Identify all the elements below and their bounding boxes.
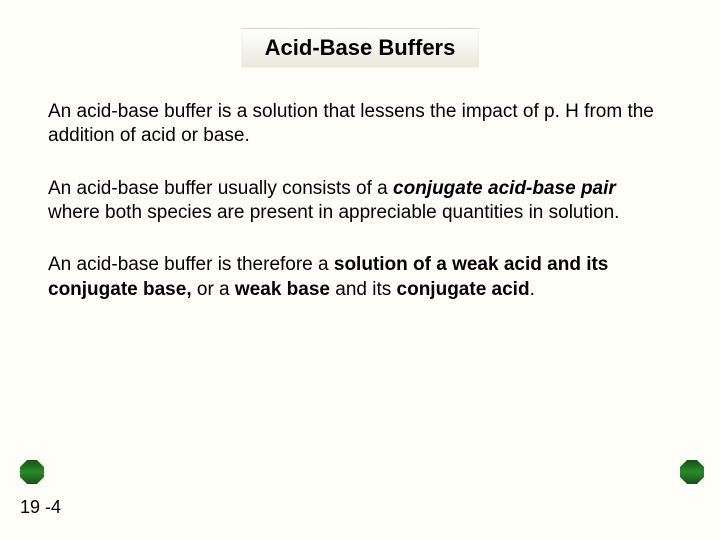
para2-conjugate-pair: conjugate acid-base pair: [393, 178, 616, 199]
slide-title: Acid-Base Buffers: [265, 35, 456, 60]
paragraph-3: An acid-base buffer is therefore a solut…: [48, 253, 672, 302]
title-box: Acid-Base Buffers: [242, 28, 479, 68]
para1-text: An acid-base buffer is a solution that l…: [48, 101, 654, 146]
prev-slide-icon[interactable]: [20, 460, 44, 484]
content-area: An acid-base buffer is a solution that l…: [48, 100, 672, 330]
para3-conjugate-acid: conjugate acid: [397, 279, 530, 300]
para2-text-b: where both species are present in apprec…: [48, 202, 619, 223]
next-slide-icon[interactable]: [680, 460, 704, 484]
para3-text-a: An acid-base buffer is therefore a: [48, 254, 334, 275]
para3-weak-base: weak base: [235, 279, 330, 300]
page-number: 19 -4: [20, 497, 61, 518]
para3-mid: or a: [197, 279, 235, 300]
para3-text-b: and its: [330, 279, 397, 300]
para2-text-a: An acid-base buffer usually consists of …: [48, 178, 393, 199]
para3-end: .: [530, 279, 535, 300]
paragraph-1: An acid-base buffer is a solution that l…: [48, 100, 672, 149]
paragraph-2: An acid-base buffer usually consists of …: [48, 177, 672, 226]
